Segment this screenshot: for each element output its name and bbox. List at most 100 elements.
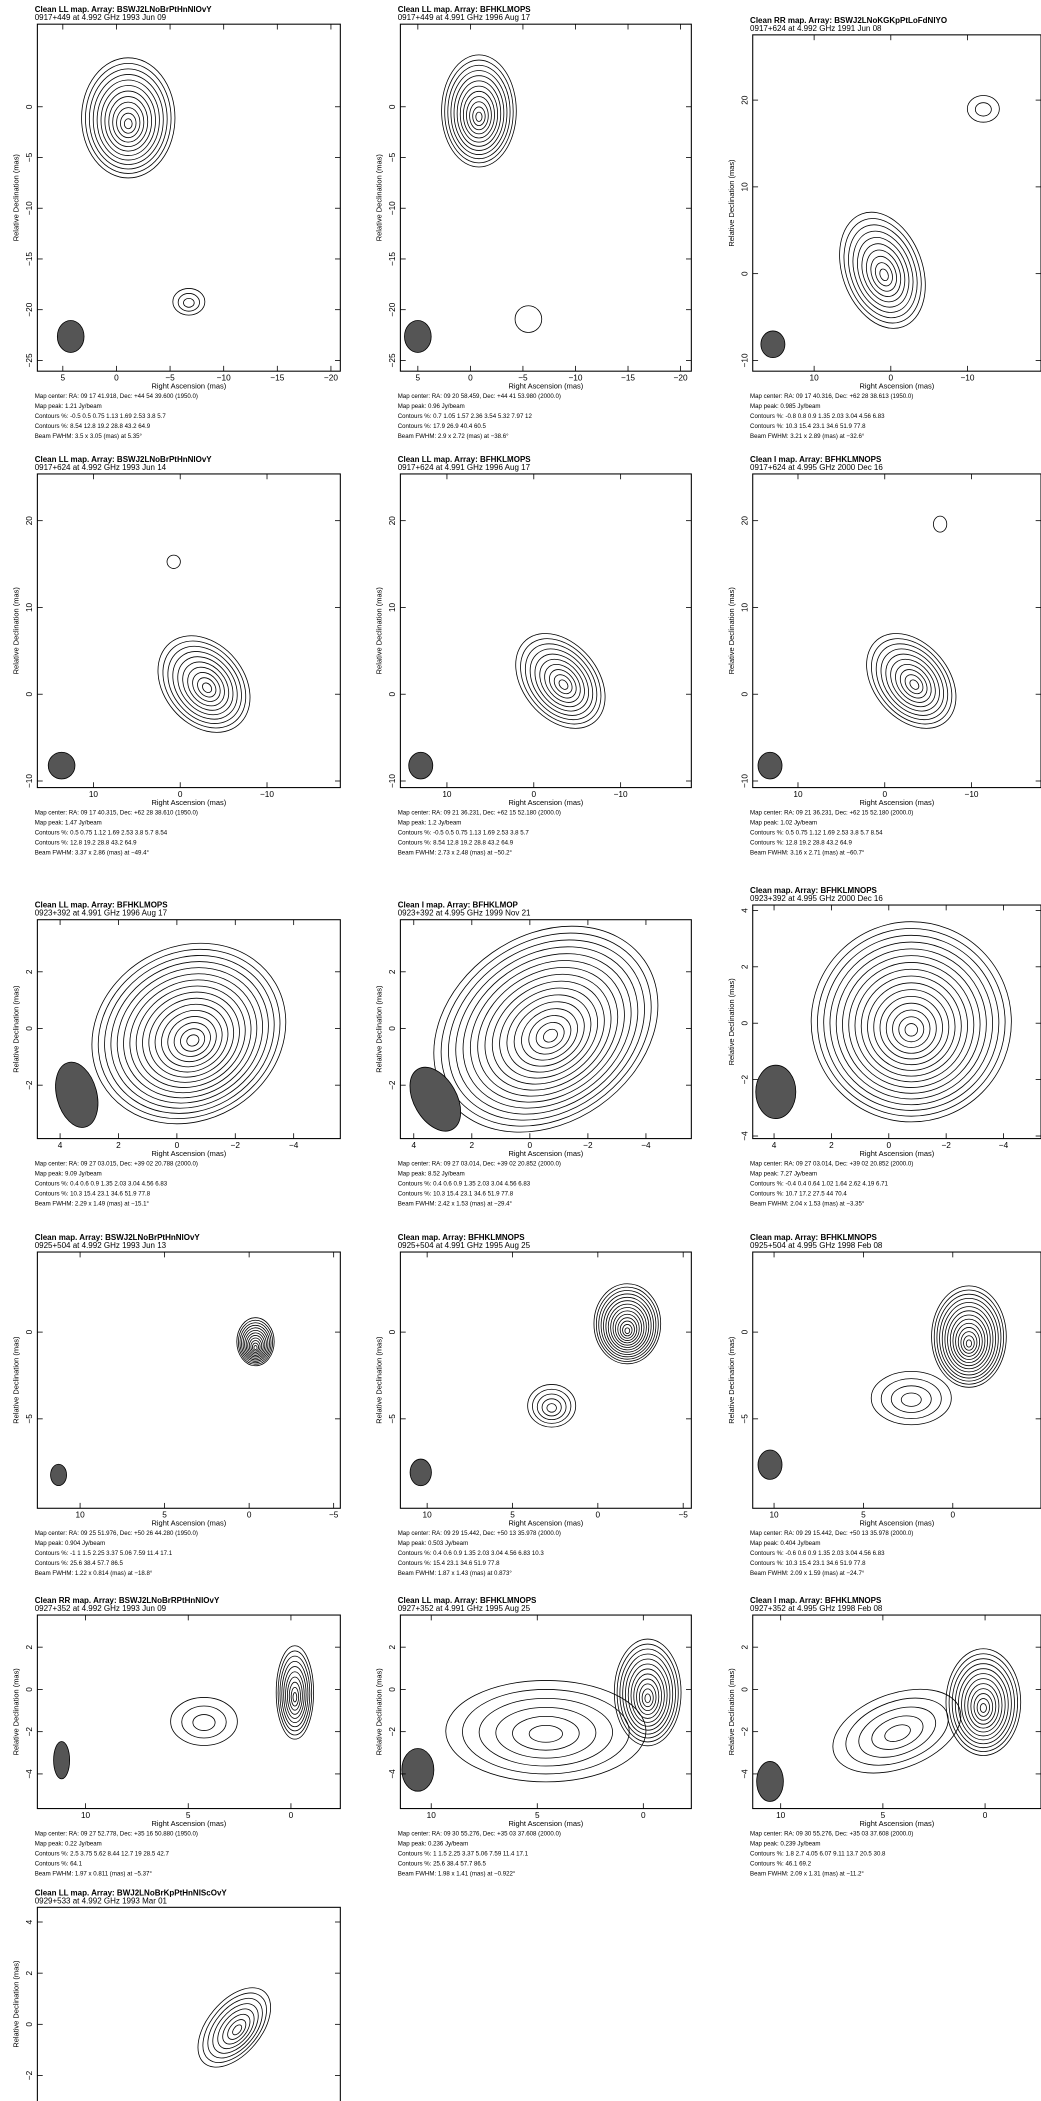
contour <box>450 70 508 155</box>
contour <box>949 1314 989 1367</box>
contour <box>549 669 577 699</box>
contour <box>644 1693 651 1704</box>
map-footer-line: Map center: RA: 09 17 41.918, Dec: +44 5… <box>35 393 198 400</box>
x-tick-label: 4 <box>772 1141 777 1150</box>
x-tick-label: −10 <box>260 790 274 799</box>
y-tick-label: −25 <box>25 353 34 367</box>
contour <box>129 979 252 1094</box>
map-footer-line: Contours %: 12.8 19.2 28.8 43.2 64.9 <box>750 839 852 846</box>
map-footer-line: Map center: RA: 09 20 58.459, Dec: +44 4… <box>398 393 561 400</box>
x-tick-label: −5 <box>165 374 175 383</box>
map-footer-line: Beam FWHM: 1.87 x 1.43 (mas) at 0.873° <box>398 1570 513 1577</box>
map-footer-line: Map peak: 0.904 Jy/beam <box>35 1540 105 1547</box>
contour <box>529 648 594 716</box>
contour <box>860 975 962 1077</box>
contour <box>157 635 251 733</box>
x-tick-label: −15 <box>270 374 284 383</box>
map-title: Clean map. Array: BFHKLMNOPS <box>398 1233 525 1242</box>
y-tick-label: −10 <box>388 774 397 788</box>
x-tick-label: 10 <box>427 1811 437 1820</box>
y-tick-label: 0 <box>740 692 749 697</box>
map-frame <box>36 473 341 789</box>
x-tick-label: 4 <box>411 1141 416 1150</box>
map-panel: Clean LL map. Array: BWJ2LNoBrKpPtHnNlSc… <box>12 1888 341 2101</box>
contour <box>172 288 206 316</box>
map-area <box>56 57 206 353</box>
map-footer-line: Contours %: 1.8 2.7 4.05 6.07 9.11 13.7 … <box>750 1850 886 1857</box>
beam <box>404 320 432 353</box>
y-tick-label: −2 <box>388 1727 397 1737</box>
contour <box>123 973 258 1099</box>
map-frame <box>752 1614 1041 1810</box>
x-axis-label: Right Ascension (mas) <box>860 798 935 807</box>
y-tick-label: −2 <box>25 2070 34 2080</box>
map-footer-line: Beam FWHM: 1.98 x 1.41 (mas) at −0.922° <box>398 1870 516 1877</box>
contour <box>890 658 936 708</box>
x-tick-label: 0 <box>175 1141 180 1150</box>
map-footer-line: Map center: RA: 09 17 40.316, Dec: +62 2… <box>750 393 913 400</box>
map-panel: Clean RR map. Array: BSWJ2LNoBrRPtHnNlOv… <box>12 1596 341 1877</box>
map-footer-line: Map peak: 7.27 Jy/beam <box>750 1170 817 1177</box>
y-tick-label: 0 <box>740 1329 749 1334</box>
map-footer-line: Beam FWHM: 2.04 x 1.53 (mas) at −3.35° <box>750 1200 865 1207</box>
y-tick-label: −15 <box>25 252 34 266</box>
contour <box>610 1307 645 1348</box>
map-area <box>197 1987 272 2068</box>
y-tick-label: −10 <box>388 201 397 215</box>
contour <box>251 1342 260 1352</box>
contour <box>615 1313 640 1344</box>
map-footer-line: Contours %: 12.8 19.2 28.8 43.2 64.9 <box>35 839 137 846</box>
contour <box>202 1992 267 2063</box>
contour <box>904 1023 918 1037</box>
contour <box>172 651 238 720</box>
y-tick-label: 2 <box>740 964 749 969</box>
contour <box>183 297 195 308</box>
contour <box>181 1705 227 1739</box>
map-area <box>53 1645 314 1780</box>
contour <box>453 75 505 151</box>
y-tick-label: 0 <box>388 692 397 697</box>
contour <box>227 2019 247 2040</box>
y-tick-label: −5 <box>25 1414 34 1424</box>
contour <box>558 679 569 690</box>
contour <box>448 939 645 1121</box>
y-axis-label: Relative Declination (mas) <box>12 1960 21 2048</box>
contour <box>241 1324 270 1362</box>
contour <box>192 672 221 702</box>
map-footer-line: Contours %: -0.4 0.4 0.64 1.02 1.64 2.62… <box>750 1180 889 1187</box>
contour <box>456 80 502 147</box>
map-subtitle: 0929+533 at 4.992 GHz 1993 Mar 01 <box>35 1896 168 1905</box>
contour <box>605 1300 650 1353</box>
contour <box>148 997 235 1078</box>
contour <box>491 980 605 1085</box>
map-frame <box>36 1614 341 1810</box>
contour <box>532 1388 572 1424</box>
y-tick-label: 10 <box>740 602 749 612</box>
contour <box>952 1318 986 1363</box>
contour <box>142 991 240 1083</box>
contour <box>91 942 287 1125</box>
contour <box>469 101 489 131</box>
contour <box>885 653 940 712</box>
contour <box>625 1658 671 1731</box>
y-tick-label: 20 <box>740 516 749 526</box>
contour <box>524 643 598 721</box>
map-area <box>756 1648 1022 1802</box>
contour <box>954 1663 1012 1745</box>
y-axis-label: Relative Declination (mas) <box>727 1668 736 1756</box>
map-subtitle: 0917+624 at 4.992 GHz 1993 Jun 14 <box>35 463 167 472</box>
contour <box>222 2013 251 2045</box>
contour <box>116 967 264 1104</box>
x-tick-label: −10 <box>960 374 974 383</box>
x-tick-label: −4 <box>289 1141 299 1150</box>
contour <box>638 1683 657 1712</box>
contour <box>931 1285 1007 1388</box>
contour <box>879 268 889 282</box>
contour <box>528 1724 563 1743</box>
map-title: Clean map. Array: BFHKLMNOPS <box>750 1233 878 1242</box>
x-tick-label: 4 <box>58 1141 63 1150</box>
contour <box>544 664 581 703</box>
y-tick-label: −4 <box>388 1769 397 1779</box>
